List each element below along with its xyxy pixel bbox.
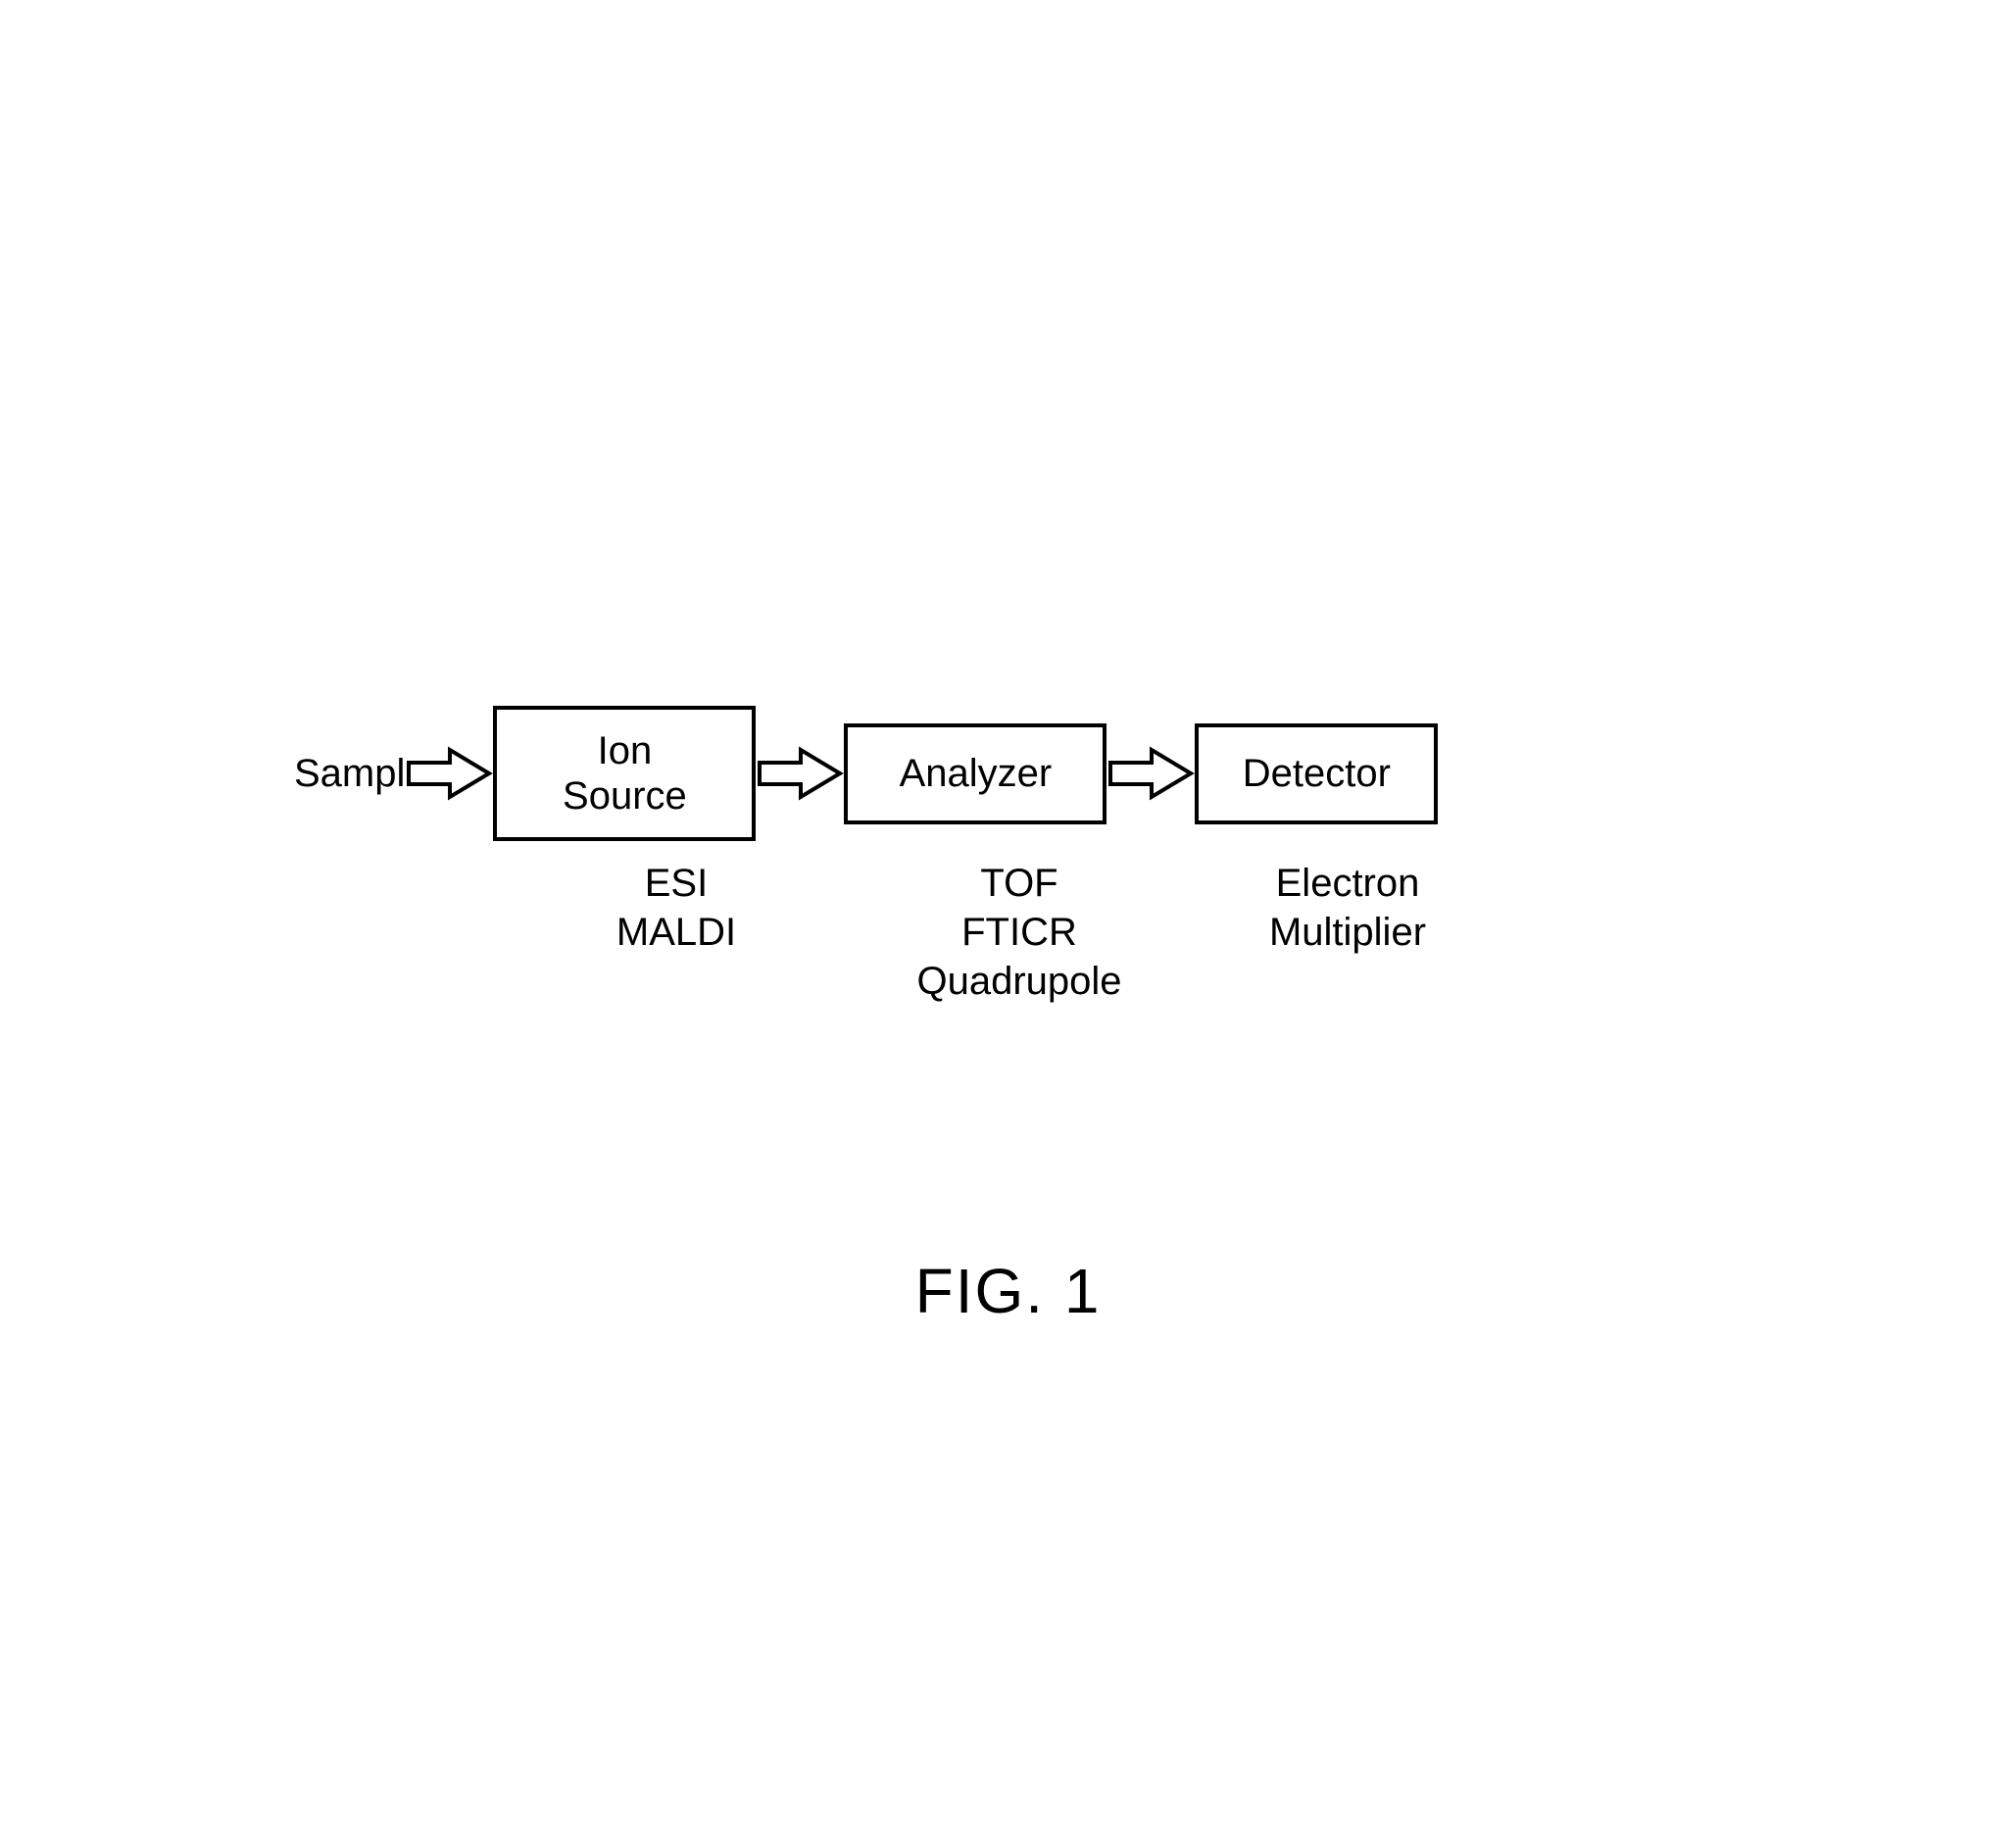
node-detector: Detector [1195,723,1438,824]
ion-source-label-line1: Ion [598,728,653,773]
arrow-ion-source-to-analyzer [756,744,844,803]
figure-caption: FIG. 1 [0,1255,2016,1327]
analyzer-sub-line2: FTICR [892,908,1147,957]
analyzer-sub-line3: Quadrupole [892,957,1147,1006]
arrow-sample-to-ion-source [405,744,493,803]
flow-row: Sampl Ion Source Analyzer Detector [294,706,1764,841]
detector-sub-line1: Electron [1230,859,1465,908]
ion-source-label-line2: Source [563,773,687,819]
detector-label-line1: Detector [1243,751,1391,796]
sample-input-label: Sampl [294,752,405,796]
analyzer-sublabel: TOF FTICR Quadrupole [892,859,1147,1006]
analyzer-label-line1: Analyzer [900,751,1053,796]
detector-sub-line2: Multiplier [1230,908,1465,957]
analyzer-sub-line1: TOF [892,859,1147,908]
ion-source-sub-line1: ESI [549,859,804,908]
ion-source-sub-line2: MALDI [549,908,804,957]
node-ion-source: Ion Source [493,706,756,841]
node-analyzer: Analyzer [844,723,1106,824]
ion-source-sublabel: ESI MALDI [549,859,804,1006]
mass-spec-flow-diagram: Sampl Ion Source Analyzer Detector ESI M… [294,706,1764,1006]
sub-labels-row: ESI MALDI TOF FTICR Quadrupole Electron … [294,859,1764,1006]
detector-sublabel: Electron Multiplier [1230,859,1465,1006]
arrow-analyzer-to-detector [1106,744,1195,803]
